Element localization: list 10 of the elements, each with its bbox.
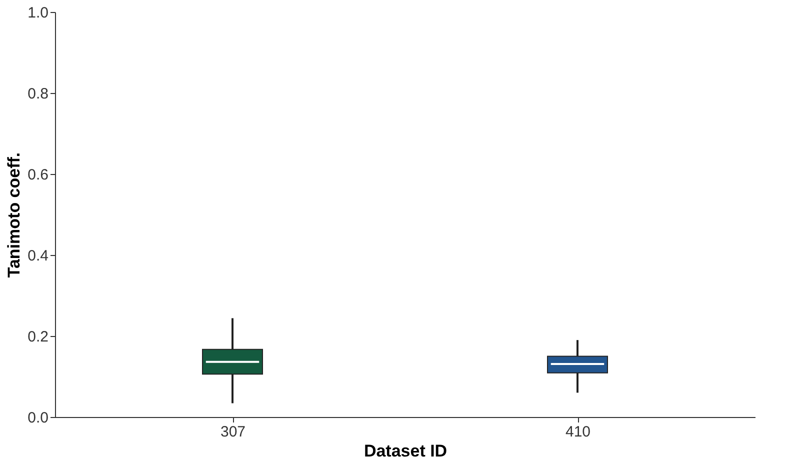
- y-axis-title: Tanimoto coeff.: [4, 152, 24, 278]
- y-tick-label: 0.8: [28, 86, 48, 102]
- y-tick-label: 0.4: [28, 248, 48, 264]
- y-tick-label: 0.0: [28, 410, 48, 426]
- x-tick-label: 410: [565, 424, 591, 440]
- y-tick-label: 1.0: [28, 4, 48, 22]
- y-tick-label: 0.2: [28, 328, 48, 346]
- y-tick-label: 0.6: [28, 166, 48, 184]
- x-tick-label: 307: [220, 424, 246, 440]
- x-axis-title: Dataset ID: [364, 442, 448, 460]
